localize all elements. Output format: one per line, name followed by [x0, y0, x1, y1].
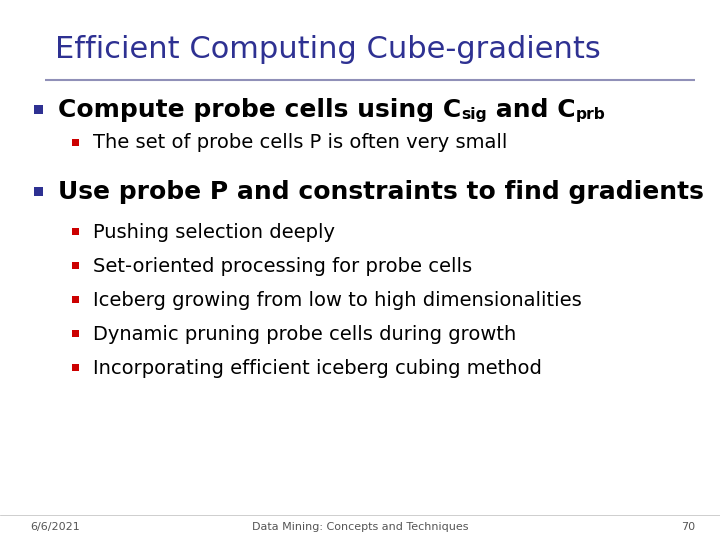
Text: Efficient Computing Cube-gradients: Efficient Computing Cube-gradients [55, 36, 600, 64]
Text: 6/6/2021: 6/6/2021 [30, 522, 80, 532]
Text: 70: 70 [681, 522, 695, 532]
Bar [34, 105, 42, 113]
Bar [71, 363, 78, 370]
Text: Dynamic pruning probe cells during growth: Dynamic pruning probe cells during growt… [93, 325, 516, 343]
Bar [34, 186, 42, 195]
Bar [71, 295, 78, 302]
Text: and C: and C [487, 98, 575, 122]
Bar [71, 329, 78, 336]
Text: The set of probe cells P is often very small: The set of probe cells P is often very s… [93, 133, 508, 152]
Text: sig: sig [462, 106, 487, 122]
Text: prb: prb [575, 106, 606, 122]
Text: Iceberg growing from low to high dimensionalities: Iceberg growing from low to high dimensi… [93, 291, 582, 309]
Bar [71, 227, 78, 234]
Text: Use probe P and constraints to find gradients: Use probe P and constraints to find grad… [58, 180, 704, 204]
Bar [71, 138, 78, 145]
Text: Pushing selection deeply: Pushing selection deeply [93, 222, 335, 241]
Text: Data Mining: Concepts and Techniques: Data Mining: Concepts and Techniques [252, 522, 468, 532]
Text: Incorporating efficient iceberg cubing method: Incorporating efficient iceberg cubing m… [93, 359, 542, 377]
Bar [71, 261, 78, 268]
Text: Compute probe cells using C: Compute probe cells using C [58, 98, 462, 122]
Text: Set-oriented processing for probe cells: Set-oriented processing for probe cells [93, 256, 472, 275]
